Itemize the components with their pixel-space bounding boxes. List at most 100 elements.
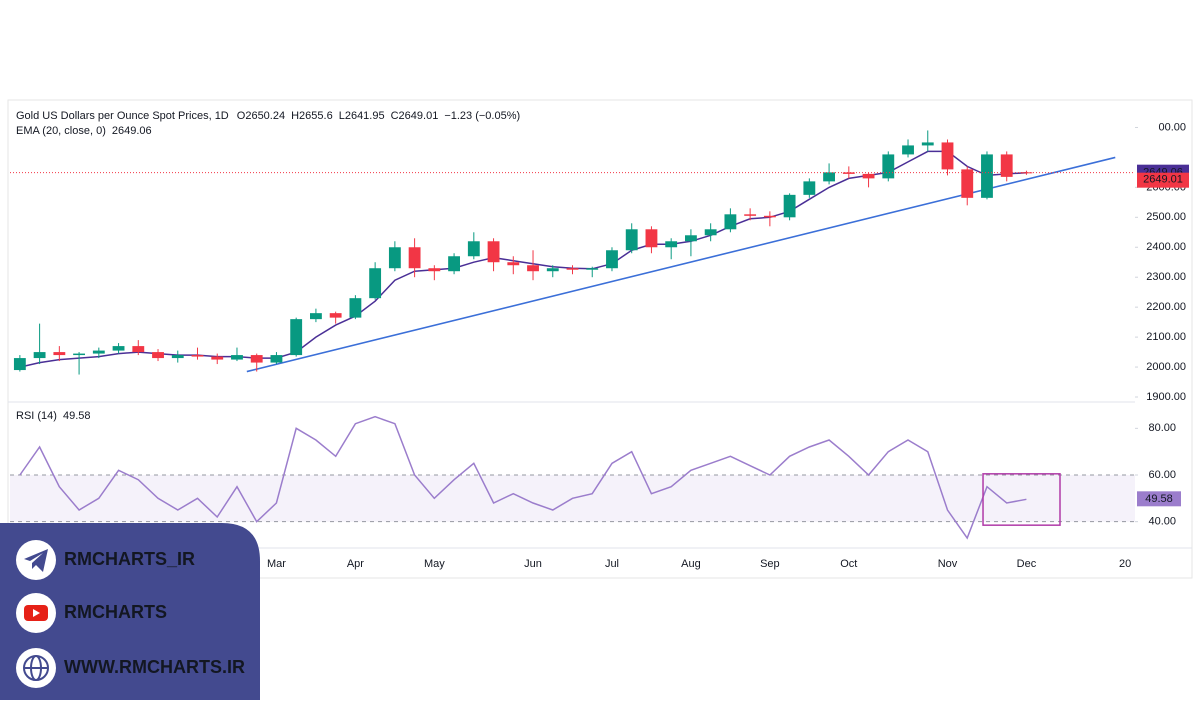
candle-body — [211, 356, 224, 360]
y-tick-label: 1900.00 — [1146, 391, 1186, 403]
candle-body — [270, 355, 283, 363]
candle-body — [92, 350, 105, 354]
x-tick-label: Aug — [681, 558, 701, 570]
x-tick-label: 20 — [1119, 558, 1131, 570]
candle-body — [132, 346, 145, 353]
change-label: −1.23 (−0.05%) — [444, 110, 520, 122]
y-tick-label: 2500.00 — [1146, 211, 1186, 223]
ema-legend: EMA (20, close, 0) — [16, 125, 106, 137]
ohlc-value: 2655.6 — [299, 110, 333, 122]
candle-body — [665, 241, 678, 248]
y-tick-label: 2100.00 — [1146, 331, 1186, 343]
candle-body — [191, 355, 204, 357]
candle-body — [586, 268, 599, 270]
ohlc-value: 2649.01 — [399, 110, 439, 122]
close-price-label: 2649.01 — [1143, 174, 1183, 186]
candle-body — [685, 235, 697, 242]
candle-body — [823, 172, 835, 182]
candle-body — [902, 145, 914, 155]
candle-body — [763, 215, 776, 218]
candle-body — [842, 172, 855, 174]
candle-body — [388, 247, 401, 269]
candle-body — [53, 352, 66, 356]
candle-body — [862, 173, 875, 179]
candle-body — [73, 353, 85, 356]
candle-body — [882, 154, 895, 179]
chart-frame — [7, 99, 1193, 579]
telegram-glyph — [24, 549, 48, 572]
y-tick-label: 2300.00 — [1146, 271, 1186, 283]
candle-body — [171, 355, 184, 359]
y-tick-label: 2400.00 — [1146, 241, 1186, 253]
rsi-value: 49.58 — [63, 410, 91, 422]
candle-body — [724, 214, 737, 230]
candle-body — [231, 355, 243, 360]
ohlc-key: L — [339, 110, 345, 122]
candle-body — [546, 268, 559, 272]
candle-body — [981, 154, 993, 198]
candle-body — [921, 142, 934, 146]
ohlc-key: C — [391, 110, 399, 122]
candle-body — [13, 358, 26, 371]
candle-body — [527, 265, 539, 272]
watermark-web: WWW.RMCHARTS.IR — [64, 657, 245, 677]
x-tick-label: Apr — [347, 558, 364, 570]
candle-body — [1020, 172, 1033, 174]
y-tick-label: 2000.00 — [1146, 361, 1186, 373]
candle-body — [625, 229, 638, 251]
x-tick-label: Nov — [938, 558, 958, 570]
ema-line — [19, 150, 1027, 368]
candle-body — [152, 352, 164, 359]
candle-body — [290, 319, 303, 356]
candle-body — [744, 214, 757, 216]
x-tick-label: Sep — [760, 558, 780, 570]
candle-body — [369, 268, 382, 299]
candle-body — [487, 241, 500, 263]
rsi-tag — [1137, 491, 1181, 507]
x-tick-label: Mar — [267, 558, 286, 570]
chart-title: Gold US Dollars per Ounce Spot Prices, 1… — [16, 110, 229, 122]
candle-body — [507, 262, 520, 266]
x-tick-label: May — [424, 558, 445, 570]
rsi-tag-label: 49.58 — [1145, 493, 1173, 505]
candle-body — [606, 250, 618, 269]
y-tick-label: 2200.00 — [1146, 301, 1186, 313]
candle-body — [428, 268, 441, 272]
candle-body — [803, 181, 816, 195]
rsi-tick-label: 80.00 — [1148, 422, 1176, 434]
candle-body — [329, 313, 342, 318]
x-tick-label: Jul — [605, 558, 619, 570]
candle-body — [310, 313, 322, 320]
rsi-tick-label: 60.00 — [1148, 469, 1176, 481]
candle-body — [448, 256, 460, 272]
ohlc-key: O — [237, 110, 246, 122]
rsi-tick-label: 40.00 — [1148, 516, 1176, 528]
rsi-legend: RSI (14) — [16, 410, 57, 422]
candle-body — [349, 298, 362, 318]
close-price-tag — [1137, 172, 1189, 188]
watermark-bg — [0, 523, 260, 700]
candle-body — [783, 194, 796, 218]
watermark-telegram: RMCHARTS_IR — [64, 549, 195, 569]
candle-body — [1000, 154, 1013, 177]
youtube-play — [33, 609, 40, 617]
ohlc-value: 2650.24 — [245, 110, 285, 122]
rsi-highlight — [982, 473, 1061, 526]
candle-body — [33, 352, 46, 359]
candle-body — [112, 346, 125, 351]
watermark-youtube: RMCHARTS — [64, 602, 167, 622]
candle-body — [408, 247, 421, 269]
x-tick-label: Oct — [840, 558, 857, 570]
y-tick-label: 00.00 — [1158, 121, 1186, 133]
ohlc-key: H — [291, 110, 299, 122]
watermark-panel: RMCHARTS_IR RMCHARTS WWW.RMCHARTS.IR — [0, 523, 260, 700]
candle-body — [467, 241, 480, 257]
x-tick-label: Jun — [524, 558, 542, 570]
candle-body — [566, 268, 579, 270]
ema-value: 2649.06 — [112, 125, 152, 137]
candle-body — [645, 229, 658, 248]
rsi-line — [19, 415, 1027, 540]
candle-body — [250, 355, 263, 363]
